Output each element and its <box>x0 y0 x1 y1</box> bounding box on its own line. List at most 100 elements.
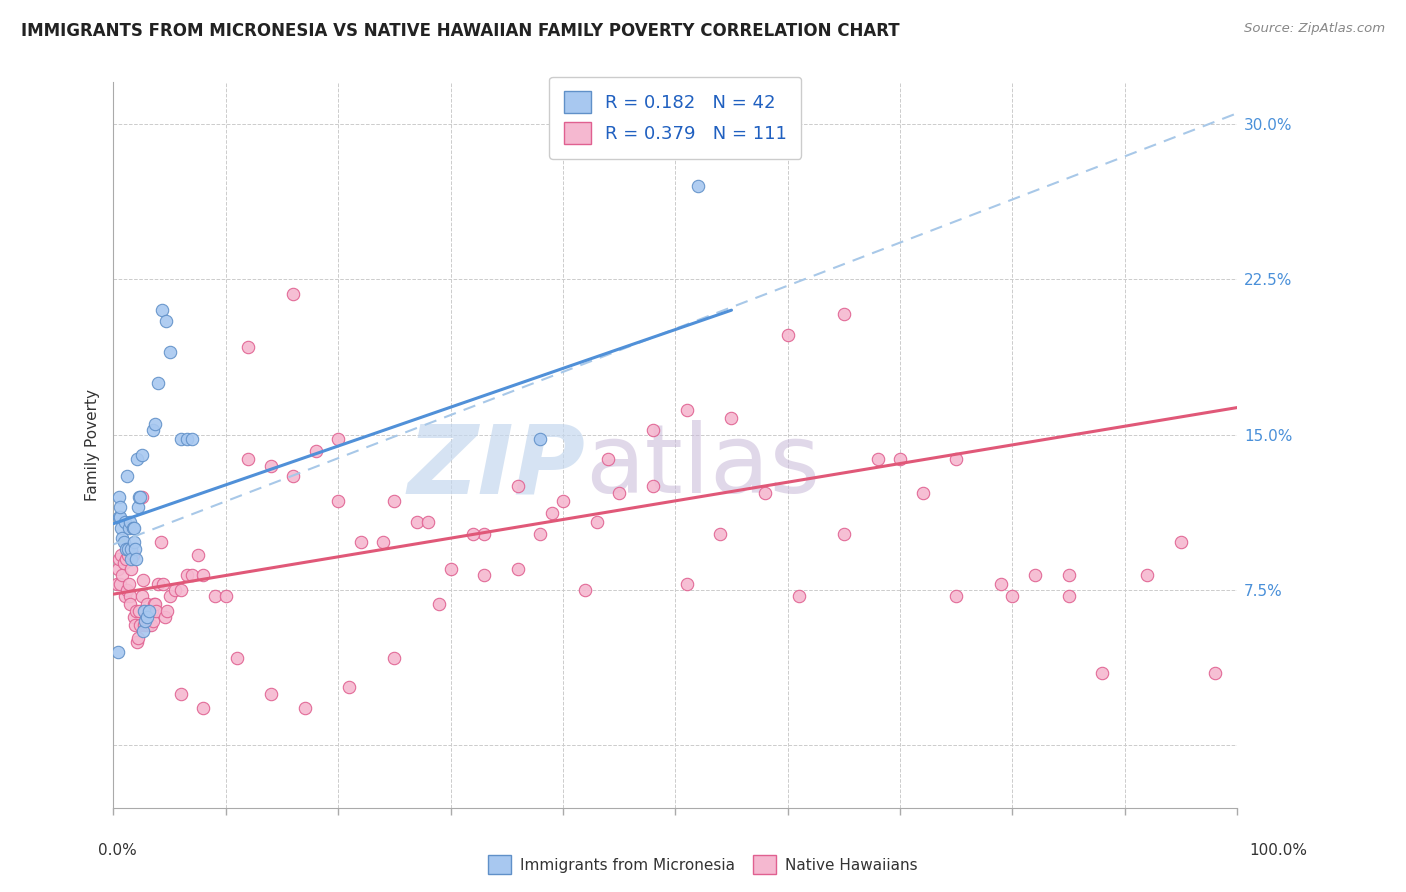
Point <box>260 458 283 473</box>
Point <box>472 568 495 582</box>
Point <box>305 444 328 458</box>
Point <box>124 541 146 556</box>
Point <box>120 589 142 603</box>
Point <box>132 624 155 639</box>
Point <box>121 521 143 535</box>
Point <box>283 469 305 483</box>
Point <box>142 614 165 628</box>
Point <box>131 490 153 504</box>
Point <box>754 485 776 500</box>
Point <box>165 582 187 597</box>
Point <box>641 479 664 493</box>
Point <box>127 635 149 649</box>
Point <box>1024 568 1046 582</box>
Point <box>138 604 160 618</box>
Point <box>112 535 135 549</box>
Point <box>127 631 149 645</box>
Point <box>405 515 427 529</box>
Point <box>152 576 174 591</box>
Point <box>427 598 450 612</box>
Point <box>150 303 173 318</box>
Point <box>122 610 145 624</box>
Point <box>124 618 146 632</box>
Point <box>115 541 138 556</box>
Point <box>990 576 1012 591</box>
Point <box>122 521 145 535</box>
Point <box>170 432 193 446</box>
Point <box>143 598 166 612</box>
Point <box>551 493 574 508</box>
Point <box>155 313 177 327</box>
Point <box>373 535 395 549</box>
Point <box>112 556 135 570</box>
Y-axis label: Family Poverty: Family Poverty <box>86 389 100 501</box>
Point <box>416 515 439 529</box>
Point <box>128 604 150 618</box>
Point <box>193 701 215 715</box>
Point <box>132 573 155 587</box>
Point <box>328 432 350 446</box>
Point <box>776 328 799 343</box>
Text: IMMIGRANTS FROM MICRONESIA VS NATIVE HAWAIIAN FAMILY POVERTY CORRELATION CHART: IMMIGRANTS FROM MICRONESIA VS NATIVE HAW… <box>21 22 900 40</box>
Legend: R = 0.182   N = 42, R = 0.379   N = 111: R = 0.182 N = 42, R = 0.379 N = 111 <box>550 77 801 159</box>
Point <box>540 506 562 520</box>
Point <box>294 701 316 715</box>
Point <box>832 307 855 321</box>
Text: atlas: atlas <box>585 420 821 513</box>
Point <box>176 568 198 582</box>
Text: Source: ZipAtlas.com: Source: ZipAtlas.com <box>1244 22 1385 36</box>
Point <box>145 604 167 618</box>
Point <box>226 651 249 665</box>
Point <box>187 548 209 562</box>
Point <box>866 452 889 467</box>
Point <box>787 589 810 603</box>
Point <box>129 618 152 632</box>
Point <box>131 589 153 603</box>
Point <box>125 552 148 566</box>
Point <box>134 614 156 628</box>
Point <box>204 589 226 603</box>
Point <box>1091 665 1114 680</box>
Point <box>136 598 159 612</box>
Point <box>115 552 138 566</box>
Point <box>111 568 134 582</box>
Point <box>1170 535 1192 549</box>
Point <box>384 651 406 665</box>
Text: ZIP: ZIP <box>408 420 585 513</box>
Point <box>170 582 193 597</box>
Point <box>506 562 529 576</box>
Point <box>118 576 141 591</box>
Point <box>1136 568 1159 582</box>
Point <box>159 344 181 359</box>
Point <box>118 521 141 535</box>
Text: 100.0%: 100.0% <box>1250 843 1308 858</box>
Legend: Immigrants from Micronesia, Native Hawaiians: Immigrants from Micronesia, Native Hawai… <box>482 849 924 880</box>
Point <box>176 432 198 446</box>
Point <box>720 411 742 425</box>
Point <box>193 568 215 582</box>
Point <box>134 604 156 618</box>
Point <box>350 535 373 549</box>
Point <box>153 610 176 624</box>
Point <box>108 552 131 566</box>
Point <box>115 469 138 483</box>
Point <box>120 598 142 612</box>
Point <box>138 604 160 618</box>
Point <box>107 562 129 576</box>
Point <box>181 568 204 582</box>
Point <box>139 618 162 632</box>
Point <box>142 423 165 437</box>
Point <box>117 541 139 556</box>
Point <box>529 432 551 446</box>
Point <box>121 541 143 556</box>
Point <box>111 531 134 545</box>
Point <box>283 286 305 301</box>
Point <box>120 515 142 529</box>
Point <box>260 687 283 701</box>
Point <box>439 562 461 576</box>
Point <box>132 604 155 618</box>
Point <box>472 527 495 541</box>
Point <box>675 402 697 417</box>
Point <box>117 548 139 562</box>
Point <box>125 604 148 618</box>
